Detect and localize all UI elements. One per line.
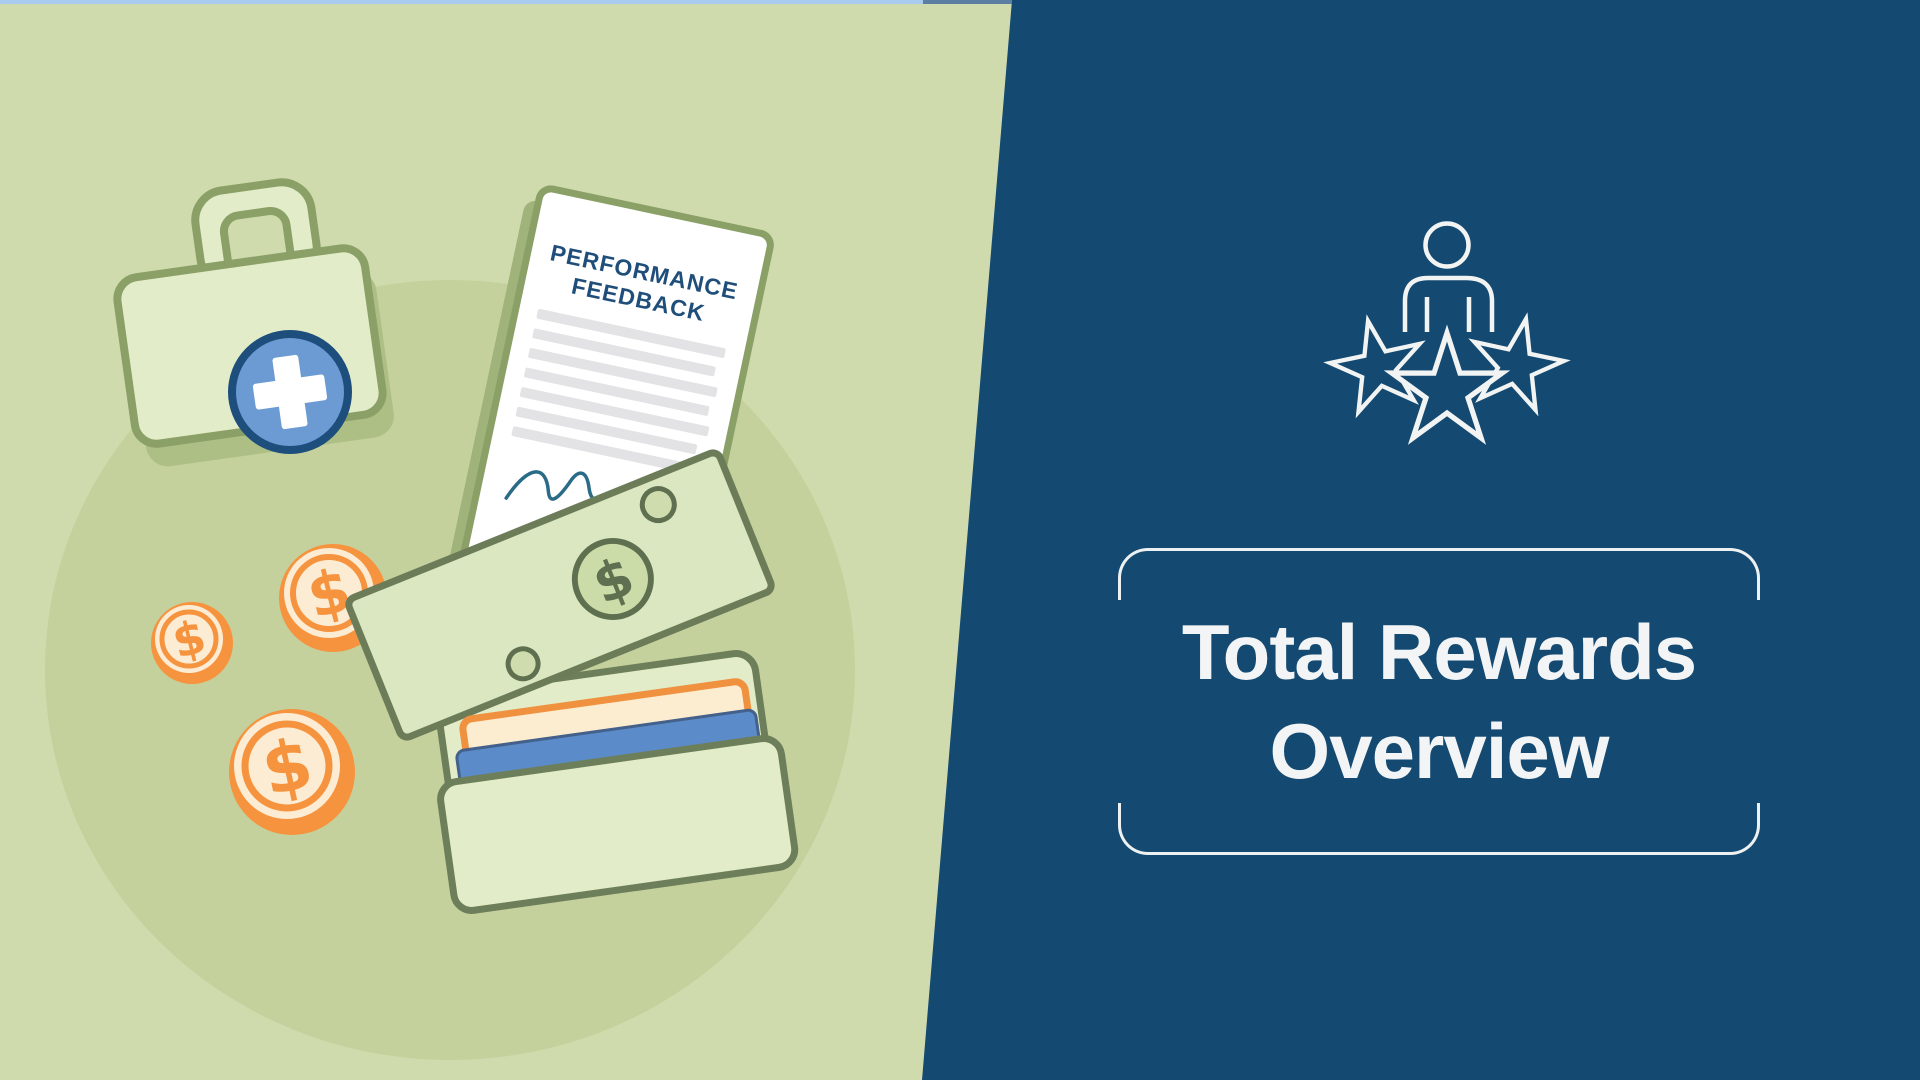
title-frame-top — [1118, 548, 1760, 600]
person-three-stars-icon — [1323, 221, 1571, 445]
page-title-line1: Total Rewards — [1181, 608, 1697, 697]
wallet-front-pocket — [437, 734, 799, 914]
page-title-line2: Overview — [1269, 706, 1610, 795]
star-icon-left — [1323, 314, 1426, 419]
person-shoulders — [1402, 275, 1495, 332]
star-icon-center — [1383, 324, 1511, 445]
page-title: Total Rewards Overview — [1118, 548, 1760, 855]
banknote-corner-circle — [505, 646, 541, 682]
cross-horizontal — [252, 374, 328, 410]
title-frame-bottom — [1118, 803, 1760, 855]
star-icon-right — [1468, 312, 1571, 417]
banknote-corner-circle — [639, 486, 677, 524]
banknote-center-circle — [571, 538, 654, 621]
wallet-icon — [437, 678, 799, 914]
coin-icon-large: $ — [229, 709, 355, 835]
navy-panel — [922, 0, 1920, 1080]
person-head — [1423, 221, 1471, 269]
top-strip-dark — [923, 0, 1012, 4]
coin-icon-small: $ — [151, 602, 233, 684]
document-text-lines — [511, 309, 726, 476]
medical-cross-icon — [252, 354, 328, 430]
banknote-icon: $ — [345, 449, 775, 741]
top-strip — [0, 0, 923, 4]
